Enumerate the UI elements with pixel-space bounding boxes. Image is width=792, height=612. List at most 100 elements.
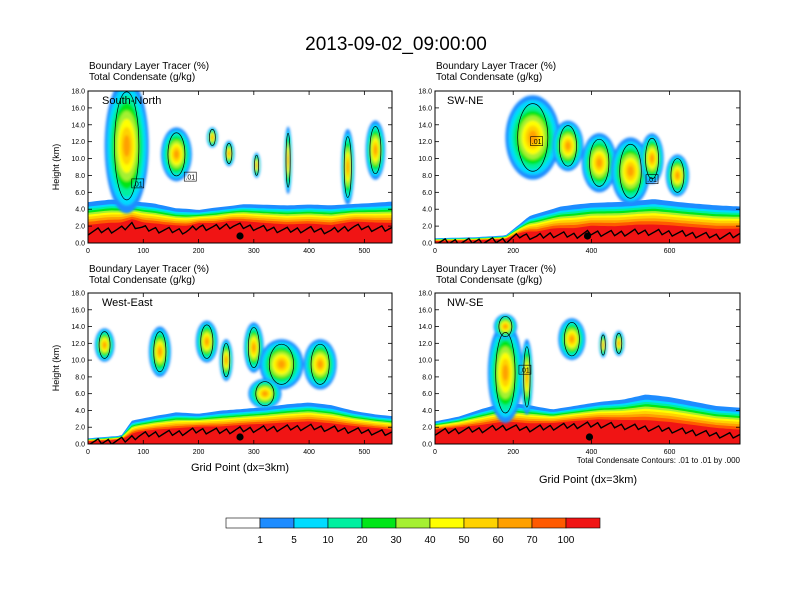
x-tick-label: 0 — [433, 248, 437, 255]
plume-level-8 — [502, 364, 509, 381]
plume-level-8 — [205, 338, 209, 346]
plume — [223, 140, 235, 167]
panel-south-north: Boundary Layer Tracer (%) Total Condensa… — [51, 61, 393, 255]
y-tick-label: 12.0 — [418, 341, 432, 348]
colorbar-swatch — [293, 517, 329, 529]
plot-frame — [434, 292, 741, 445]
x-tick-label: 300 — [248, 248, 260, 255]
plume-level-8 — [627, 165, 634, 177]
tracer-band-10 — [88, 219, 392, 243]
y-tick-label: 16.0 — [71, 105, 85, 112]
plume — [219, 339, 233, 382]
condensate-contour — [225, 143, 233, 164]
x-tick-label: 0 — [86, 248, 90, 255]
panel-subtitle-tracer: Boundary Layer Tracer (%) — [436, 61, 556, 72]
plume-level-8 — [225, 356, 228, 364]
y-tick-label: 14.0 — [71, 324, 85, 331]
y-tick-label: 10.0 — [71, 156, 85, 163]
contour-label-box — [518, 364, 532, 375]
y-tick-label: 10.0 — [418, 358, 432, 365]
location-marker — [236, 433, 244, 441]
y-tick-label: 2.0 — [422, 425, 432, 432]
contour-label-text: .01 — [185, 175, 195, 182]
plume-level-8 — [277, 360, 285, 369]
condensate-contour — [167, 132, 186, 177]
x-tick-label: 400 — [586, 449, 598, 456]
y-axis-label: Height (km) — [51, 144, 61, 191]
panel-label: NW-SE — [447, 297, 483, 309]
plume — [493, 313, 518, 340]
contour-label-text: .01 — [647, 177, 657, 184]
colorbar-swatch — [327, 517, 363, 529]
terrain-line — [437, 228, 740, 243]
panel-label: West-East — [102, 297, 153, 309]
condensate-contour — [498, 316, 513, 338]
y-tick-label: 2.0 — [422, 224, 432, 231]
contour-label: .01 — [518, 364, 532, 375]
x-axis-label: Grid Point (dx=3km) — [539, 474, 637, 486]
tracer-bands — [435, 199, 740, 243]
plume — [259, 339, 304, 390]
colorbar-swatch — [463, 517, 499, 529]
y-tick-label: 18.0 — [71, 291, 85, 298]
plume — [613, 330, 625, 356]
y-tick-label: 6.0 — [75, 190, 85, 197]
colorbar-label: 1 — [257, 535, 263, 546]
location-marker — [236, 232, 244, 240]
x-tick-label: 100 — [137, 449, 149, 456]
y-tick-label: 12.0 — [71, 139, 85, 146]
plume-level-8 — [650, 154, 654, 163]
x-tick-label: 200 — [507, 248, 519, 255]
plume — [303, 339, 337, 390]
panel-sw-ne: Boundary Layer Tracer (%) Total Condensa… — [418, 61, 741, 255]
y-tick-label: 14.0 — [418, 122, 432, 129]
colorbar-swatch — [565, 517, 601, 529]
colorbar-label: 40 — [424, 535, 436, 546]
colorbar-swatch — [429, 517, 465, 529]
condensate-contour — [343, 136, 352, 198]
y-tick-label: 0.0 — [422, 241, 432, 248]
panel-label: South-North — [102, 95, 161, 107]
condensate-contour — [310, 343, 330, 385]
plume — [341, 129, 355, 205]
y-tick-label: 4.0 — [422, 207, 432, 214]
panel-subtitle-condensate: Total Condensate (g/kg) — [436, 275, 542, 286]
plume — [599, 332, 608, 358]
contour-label-box — [530, 136, 543, 146]
y-tick-label: 6.0 — [75, 391, 85, 398]
location-marker — [585, 433, 594, 441]
y-tick-label: 2.0 — [75, 425, 85, 432]
condensate-contour — [255, 381, 275, 407]
y-tick-label: 8.0 — [75, 173, 85, 180]
condensate-contour — [615, 332, 623, 354]
condensate-contour — [517, 103, 549, 172]
plume-level-8 — [602, 343, 604, 348]
plume — [610, 137, 651, 206]
terrain-line — [88, 423, 392, 444]
y-tick-label: 16.0 — [418, 307, 432, 314]
plume-level-8 — [102, 342, 107, 348]
colorbar-swatch — [531, 517, 567, 529]
plot-frame — [434, 90, 741, 244]
plume — [206, 127, 218, 148]
plume — [365, 120, 386, 180]
y-tick-label: 12.0 — [418, 139, 432, 146]
plume-level-8 — [596, 158, 603, 168]
y-tick-label: 16.0 — [418, 105, 432, 112]
contour-label: .01 — [530, 136, 543, 146]
plume-level-8 — [262, 391, 268, 397]
x-tick-label: 0 — [86, 449, 90, 456]
plume — [148, 326, 171, 377]
y-tick-label: 8.0 — [422, 374, 432, 381]
plot-area: .01 — [435, 313, 740, 444]
colorbar: 1 5 10 20 30 40 50 60 70 100 — [225, 517, 601, 546]
x-tick-label: 400 — [586, 248, 598, 255]
y-tick-label: 0.0 — [422, 442, 432, 449]
y-tick-label: 14.0 — [71, 122, 85, 129]
y-axis-label: Height (km) — [51, 345, 61, 392]
x-tick-label: 100 — [137, 248, 149, 255]
plume — [94, 328, 115, 362]
y-tick-label: 18.0 — [418, 291, 432, 298]
colorbar-swatch — [225, 517, 261, 529]
plume-level-8 — [252, 343, 256, 352]
